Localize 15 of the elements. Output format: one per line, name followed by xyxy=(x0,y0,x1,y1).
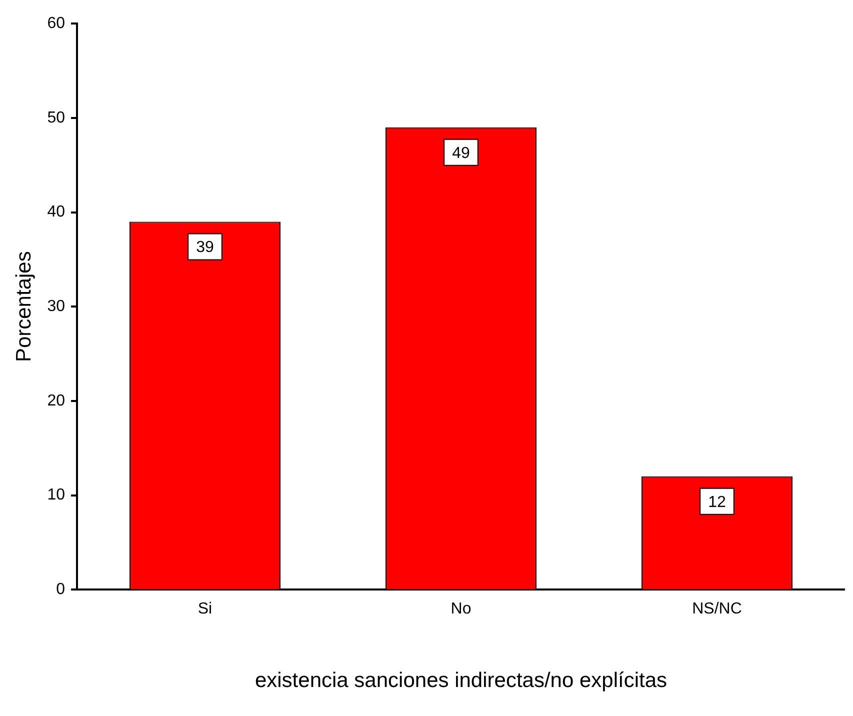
x-axis-title: existencia sanciones indirectas/no explícitas xyxy=(254,669,668,692)
x-tick-label: NS/NC xyxy=(692,600,742,618)
y-tick-label: 50 xyxy=(47,109,66,126)
x-tick-label: No xyxy=(450,600,472,618)
y-tick-label: 0 xyxy=(56,581,66,598)
x-tick-label: Si xyxy=(198,600,212,618)
y-tick-label: 20 xyxy=(47,392,66,410)
data-label: 12 xyxy=(708,494,726,511)
data-label: 39 xyxy=(196,239,214,256)
y-tick-label: 40 xyxy=(47,204,66,221)
data-label: 49 xyxy=(452,144,470,162)
y-tick-label: 30 xyxy=(47,298,66,316)
y-axis-title: Porcentajes xyxy=(12,251,36,362)
y-tick-label: 60 xyxy=(47,15,66,32)
y-tick-label: 10 xyxy=(47,486,66,504)
